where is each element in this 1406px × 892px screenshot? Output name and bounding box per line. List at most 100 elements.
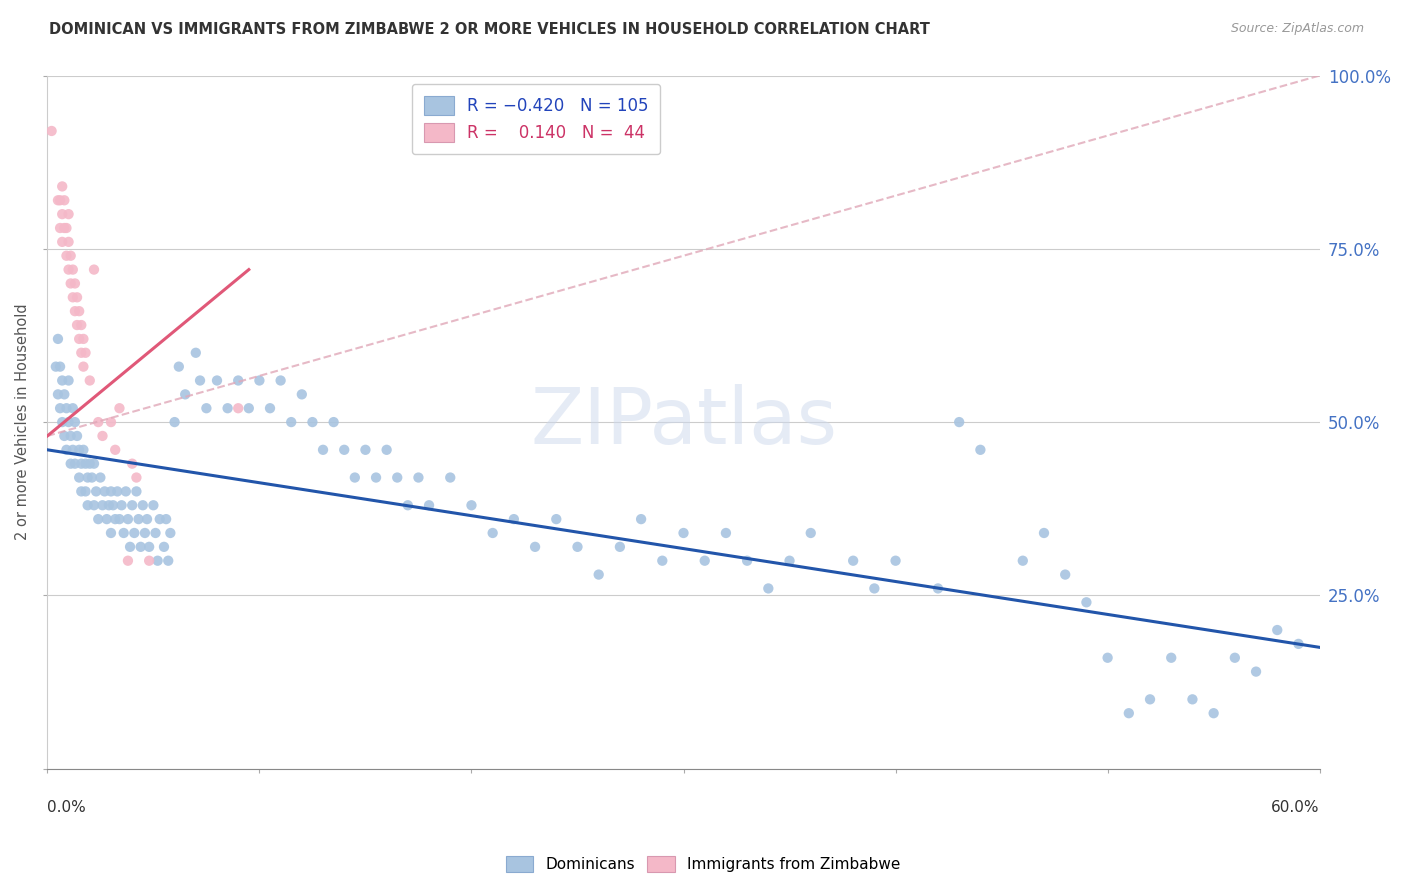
- Point: [66, 429, 89, 443]
- Point: [588, 567, 610, 582]
- Point: [1288, 637, 1310, 651]
- Point: [238, 401, 260, 416]
- Point: [67, 304, 90, 318]
- Point: [312, 442, 335, 457]
- Point: [120, 540, 142, 554]
- Point: [1118, 706, 1140, 721]
- Point: [301, 415, 323, 429]
- Point: [1202, 706, 1225, 721]
- Point: [76, 498, 98, 512]
- Point: [70, 484, 93, 499]
- Point: [375, 442, 398, 457]
- Point: [62, 290, 84, 304]
- Point: [969, 442, 991, 457]
- Point: [104, 512, 127, 526]
- Point: [195, 401, 218, 416]
- Point: [155, 512, 177, 526]
- Point: [121, 498, 143, 512]
- Point: [280, 415, 302, 429]
- Point: [364, 470, 387, 484]
- Point: [291, 387, 314, 401]
- Point: [63, 277, 86, 291]
- Point: [418, 498, 440, 512]
- Point: [46, 387, 69, 401]
- Point: [1181, 692, 1204, 706]
- Point: [51, 207, 73, 221]
- Point: [800, 526, 823, 541]
- Point: [188, 374, 211, 388]
- Legend: Dominicans, Immigrants from Zimbabwe: Dominicans, Immigrants from Zimbabwe: [498, 848, 908, 880]
- Point: [672, 526, 695, 541]
- Point: [146, 554, 169, 568]
- Point: [217, 401, 239, 416]
- Point: [49, 221, 72, 235]
- Point: [91, 429, 114, 443]
- Point: [89, 470, 111, 484]
- Point: [59, 429, 82, 443]
- Point: [735, 554, 758, 568]
- Point: [53, 429, 76, 443]
- Point: [948, 415, 970, 429]
- Point: [59, 277, 82, 291]
- Point: [125, 484, 148, 499]
- Point: [842, 554, 865, 568]
- Point: [49, 401, 72, 416]
- Point: [121, 457, 143, 471]
- Point: [51, 374, 73, 388]
- Point: [58, 262, 80, 277]
- Point: [1076, 595, 1098, 609]
- Point: [567, 540, 589, 554]
- Point: [70, 318, 93, 332]
- Point: [49, 194, 72, 208]
- Point: [67, 470, 90, 484]
- Point: [756, 582, 779, 596]
- Point: [128, 512, 150, 526]
- Point: [41, 124, 63, 138]
- Point: [439, 470, 461, 484]
- Point: [53, 194, 76, 208]
- Point: [93, 484, 115, 499]
- Point: [502, 512, 524, 526]
- Point: [112, 526, 135, 541]
- Point: [1054, 567, 1077, 582]
- Point: [79, 457, 101, 471]
- Point: [53, 221, 76, 235]
- Point: [134, 526, 156, 541]
- Point: [863, 582, 886, 596]
- Point: [117, 554, 139, 568]
- Point: [75, 484, 97, 499]
- Point: [343, 470, 366, 484]
- Point: [100, 526, 122, 541]
- Text: DOMINICAN VS IMMIGRANTS FROM ZIMBABWE 2 OR MORE VEHICLES IN HOUSEHOLD CORRELATIO: DOMINICAN VS IMMIGRANTS FROM ZIMBABWE 2 …: [49, 22, 931, 37]
- Point: [75, 457, 97, 471]
- Point: [55, 442, 77, 457]
- Point: [205, 374, 228, 388]
- Point: [53, 387, 76, 401]
- Point: [333, 442, 356, 457]
- Point: [70, 345, 93, 359]
- Point: [58, 235, 80, 249]
- Point: [408, 470, 430, 484]
- Point: [105, 484, 128, 499]
- Point: [149, 512, 172, 526]
- Point: [75, 345, 97, 359]
- Point: [62, 401, 84, 416]
- Point: [249, 374, 271, 388]
- Point: [1011, 554, 1033, 568]
- Point: [142, 498, 165, 512]
- Point: [1160, 650, 1182, 665]
- Text: 0.0%: 0.0%: [48, 800, 86, 815]
- Point: [259, 401, 281, 416]
- Point: [1139, 692, 1161, 706]
- Point: [67, 442, 90, 457]
- Point: [159, 526, 181, 541]
- Point: [67, 332, 90, 346]
- Point: [101, 498, 124, 512]
- Legend: R = −0.420   N = 105, R =    0.140   N =  44: R = −0.420 N = 105, R = 0.140 N = 44: [412, 84, 659, 154]
- Point: [72, 442, 94, 457]
- Point: [79, 374, 101, 388]
- Point: [354, 442, 377, 457]
- Point: [270, 374, 292, 388]
- Point: [779, 554, 801, 568]
- Point: [387, 470, 409, 484]
